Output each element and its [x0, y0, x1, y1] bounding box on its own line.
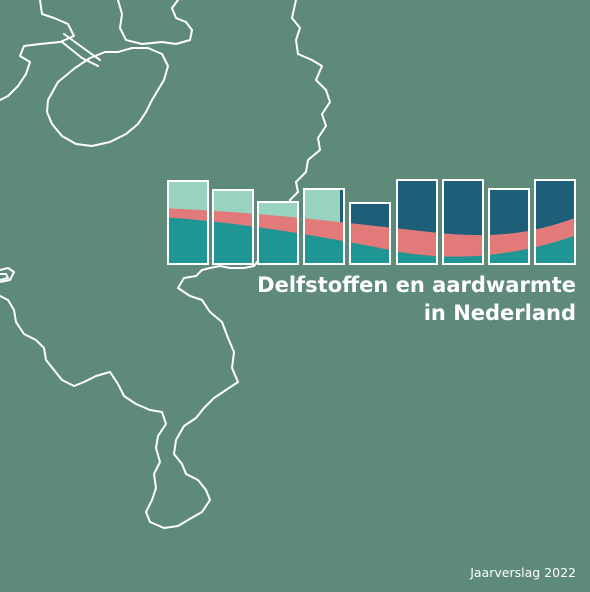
- report-title: Delfstoffen en aardwarmte in Nederland: [257, 271, 576, 327]
- report-year-label: Jaarverslag 2022: [470, 565, 576, 580]
- report-title-line-1: Delfstoffen en aardwarmte: [257, 273, 576, 297]
- report-title-line-2: in Nederland: [423, 301, 576, 325]
